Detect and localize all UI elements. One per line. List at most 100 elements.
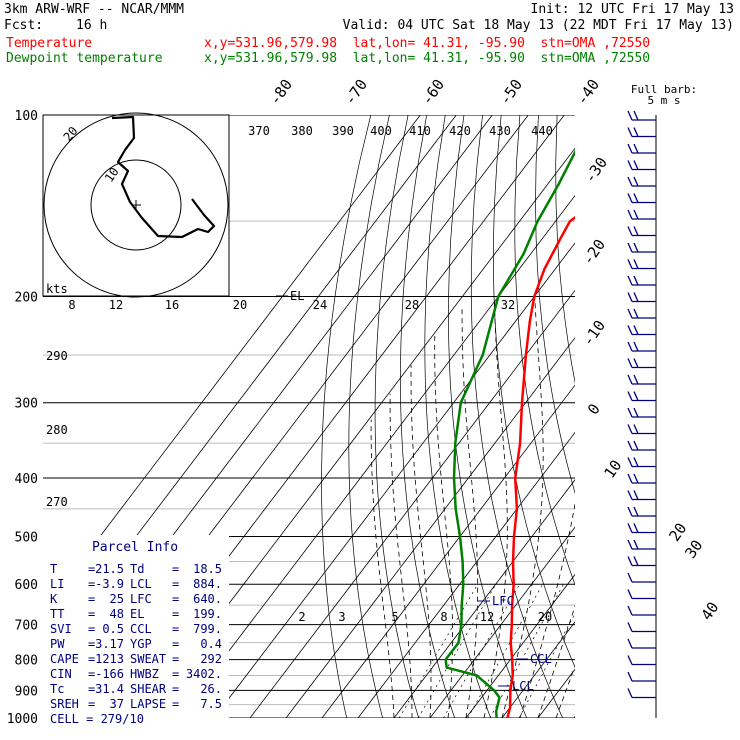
wind-barb-flag [627,572,633,583]
dry-adiabat [321,115,372,718]
hodograph-speed-label-24: 24 [313,298,327,312]
theta-label-380: 380 [291,124,313,138]
parcel-eq: = [172,697,179,711]
wind-barb-flag [633,242,639,253]
hodograph-speed-label-32: 32 [501,298,515,312]
moist-adiabat [537,604,575,718]
pressure-tick-100: 100 [15,109,38,124]
dry-adiabat [535,115,575,495]
wind-barb-flag [627,193,633,203]
isotherm-line [177,194,575,718]
mixing-ratio-line [398,584,479,718]
wind-barb-flag [633,391,639,401]
wind-barb-flag [627,440,633,451]
hodograph-ring-label-10: 10 [102,165,122,185]
dry-adiabat [688,115,740,718]
parcel-eq: = [88,562,95,576]
moist-adiabat [519,501,575,718]
parcel-box [43,535,229,718]
theta-label-390: 390 [332,124,354,138]
wind-barb-flag [633,160,639,170]
isotherm-line [610,115,740,718]
wind-barb-flag [627,424,633,434]
isotherm-line [249,289,575,718]
theta-label-430: 430 [489,124,511,138]
isotherm-label-10: 10 [600,457,625,482]
parcel-value-lfc: 640. [193,592,222,606]
mixing-ratio-label-5: 5 [391,610,398,624]
isotherm-label-0: 0 [584,400,604,418]
dry-adiabat [575,115,740,718]
wind-barb-flag [627,655,633,665]
dewpoint-legend: Dewpoint temperature [6,51,163,66]
wind-barb-flag [627,407,633,418]
isotherm-line [285,337,575,718]
parcel-label-ccl: CCL [130,622,152,636]
parcel-eq: = [88,637,95,651]
mixing-ratio-line [443,584,521,718]
hodograph-speed-label-16: 16 [165,298,179,312]
parcel-eq: = [88,577,95,591]
forecast-label: Fcst: [4,18,44,33]
pressure-tick-400: 400 [15,472,38,487]
parcel-label-lfc: LFC [130,592,152,606]
parcel-label-sweat: SWEAT [130,652,166,666]
parcel-label-cape: CAPE [50,652,79,666]
parcel-label-cin: CIN [50,667,72,681]
parcel-label-hwbz: HWBZ [130,667,159,681]
wind-barb-flag [627,341,633,352]
wind-barb-flag [633,506,639,517]
isotherm-label--60: -60 [418,76,448,109]
wind-barb-flag [633,358,639,368]
moist-adiabat [434,333,453,718]
wind-barb-flag [633,209,639,220]
parcel-label-tc: Tc [50,682,64,696]
wind-barb-flag [627,589,633,599]
wind-barb-flag [633,440,639,451]
parcel-value-li: -3.9 [95,577,124,591]
mixing-ratio-label-20: 20 [538,610,552,624]
hodograph-speed-label-8: 8 [68,298,75,312]
parcel-eq: = [172,637,179,651]
dry-adiabat [493,115,575,668]
init-time: Init: 12 UTC Fri 17 May 13 [530,2,735,17]
dry-adiabat [594,115,740,718]
theta-label-370: 370 [248,124,270,138]
parcel-value-ygp: 0.4 [200,637,222,651]
isotherm-label--40: -40 [573,76,603,109]
parcel-label-ygp: YGP [130,637,152,651]
theta-label-440: 440 [531,124,553,138]
dry-adiabat [348,115,390,718]
wind-barb-flag [627,127,633,137]
parcel-value-tt: 48 [110,607,124,621]
dry-adiabat [669,115,740,718]
isotherm-line [321,384,575,718]
parcel-eq: = [172,652,179,666]
wind-barb-flag [627,638,633,649]
parcel-value-tc: 31.4 [95,682,124,696]
dry-adiabat [470,115,564,718]
marker-lfc-label: LFC [492,594,514,608]
wind-barb-flag [627,143,633,154]
mixing-ratio-label-3: 3 [338,610,345,624]
wind-barb-flag [627,242,633,253]
hodograph-ring-outer [43,112,229,298]
isotherm-line [213,242,575,718]
parcel-value-td: 18.5 [193,562,222,576]
temperature-legend: Temperature [6,36,93,51]
parcel-value-sreh: 37 [110,697,124,711]
dry-adiabat [514,115,575,586]
marker-ccl-label: CCL [530,652,552,666]
moist-adiabat [370,419,395,718]
parcel-label-lcl: LCL [130,577,152,591]
wind-barb-flag [627,391,633,401]
dry-adiabat [400,115,456,718]
isotherm-line [501,621,575,718]
parcel-eq: = [88,592,95,606]
isotherm-label--20: -20 [579,236,609,269]
dry-adiabat [448,115,528,718]
parcel-cell: CELL = 279/10 [50,712,144,726]
wind-barb-flag [627,688,633,698]
hodograph-ring-inner [90,159,182,251]
